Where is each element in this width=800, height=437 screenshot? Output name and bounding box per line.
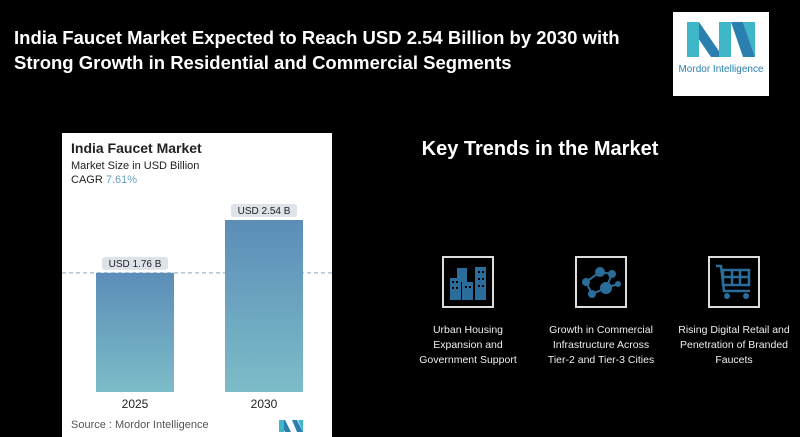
page-title: India Faucet Market Expected to Reach US… xyxy=(14,27,620,73)
trend-text: Infrastructure Across xyxy=(552,339,650,351)
trend-text: Urban Housing xyxy=(432,324,504,336)
trend-text: Growth in Commercial xyxy=(549,324,653,336)
chart-subtitle: Market Size in USD Billion xyxy=(71,160,200,172)
bar-chart: USD 1.76 B 2025 USD 2.54 B 2030 xyxy=(62,204,332,411)
data-label-bg xyxy=(231,204,297,217)
trend-text: Faucets xyxy=(715,354,753,366)
trend-item: Urban Housing Expansion and Government Sup… xyxy=(403,256,533,368)
trends-heading: Key Trends in the Market xyxy=(421,138,659,160)
trend-item: Growth in Commercial Infrastructure Acros… xyxy=(536,256,666,368)
trend-item: Rising Digital Retail and Penetration of … xyxy=(669,256,799,368)
source: Source : Mordor Intelligence xyxy=(71,419,209,431)
trend-text: Rising Digital Retail and xyxy=(678,324,790,336)
data-label: USD 2.54 B xyxy=(238,206,291,217)
data-label-bg xyxy=(102,256,168,270)
trend-text: Penetration of Branded xyxy=(680,339,788,351)
network-icon xyxy=(575,256,627,308)
trend-text: Government Support xyxy=(419,354,517,366)
data-label: USD 1.76 B xyxy=(109,259,162,270)
small-logo-icon xyxy=(279,420,303,432)
bar xyxy=(225,220,303,392)
mordor-logo: Mordor Intelligence xyxy=(673,12,769,96)
chart-title: India Faucet Market xyxy=(71,140,202,156)
cagr-value: 7.61% xyxy=(105,174,138,186)
logo-text: Mordor Intelligence xyxy=(678,64,764,75)
x-tick-label: 2025 xyxy=(122,397,149,411)
x-tick-label: 2030 xyxy=(251,397,278,411)
bar xyxy=(96,272,174,392)
cagr: CAGR 7.61% xyxy=(71,174,137,186)
logo-mark-icon xyxy=(687,22,755,57)
shopping-cart-icon xyxy=(708,256,760,308)
trend-text: Expansion and xyxy=(433,339,503,351)
trend-text: Tier-2 and Tier-3 Cities xyxy=(547,354,655,366)
buildings-icon xyxy=(442,256,494,308)
cagr-label: CAGR xyxy=(71,174,103,186)
chart-card: India Faucet Market Market Size in USD B… xyxy=(62,133,332,437)
